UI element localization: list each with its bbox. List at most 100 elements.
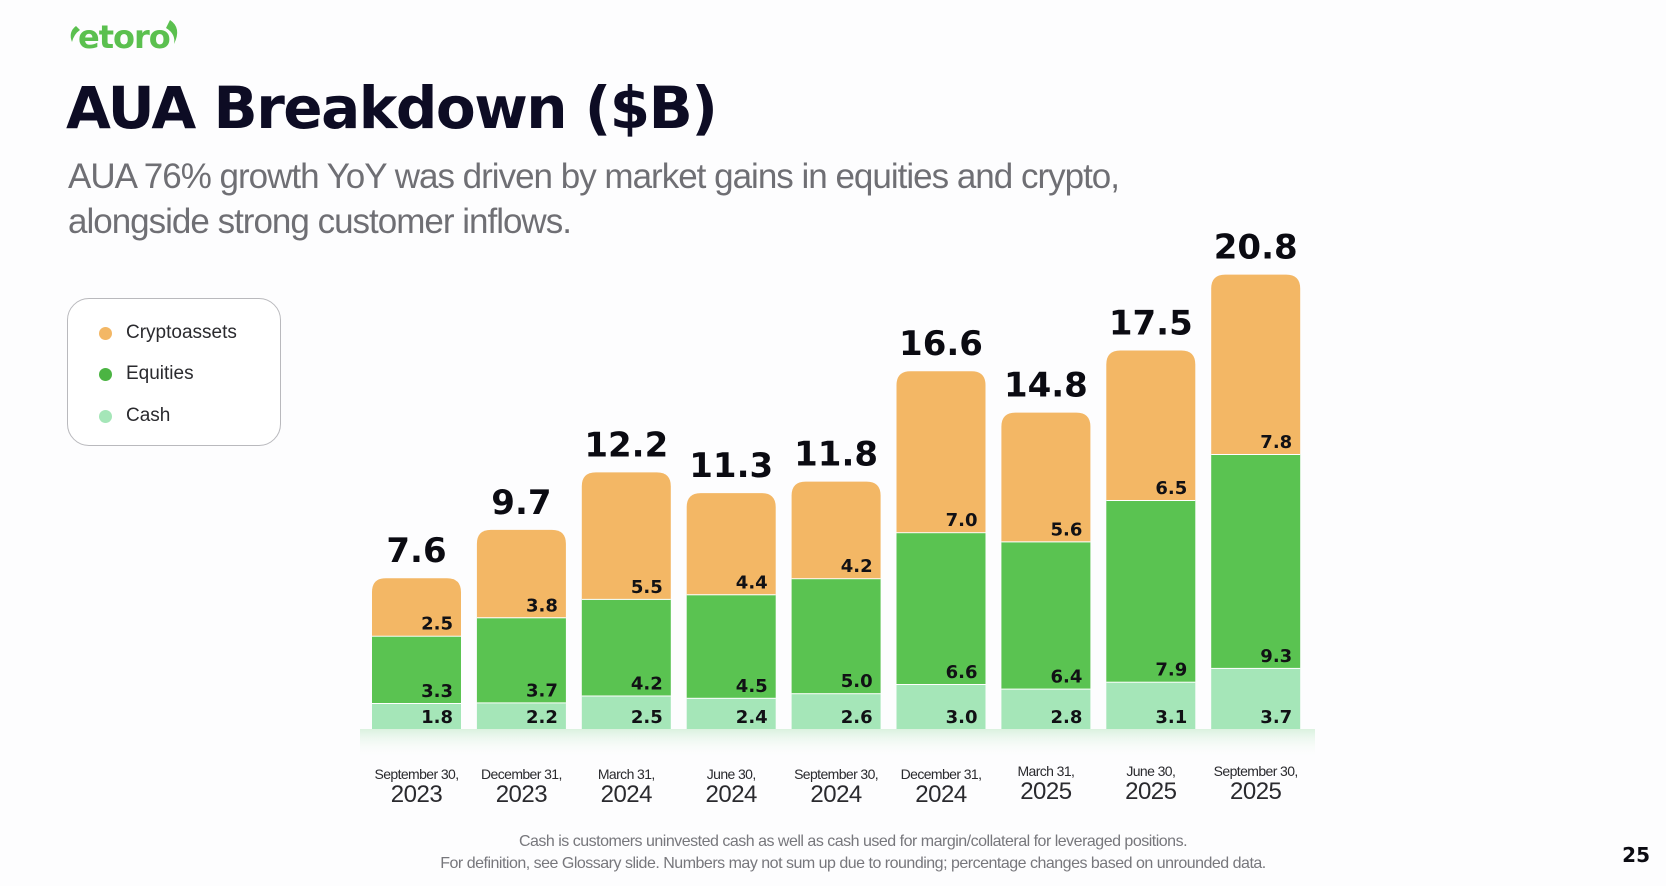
- data-label-cash: 3.0: [946, 707, 978, 728]
- chart-legend: Cryptoassets Equities Cash: [67, 298, 281, 446]
- subtitle-line: alongside strong customer inflows.: [68, 202, 572, 241]
- data-label-cash: 2.2: [526, 707, 558, 728]
- bar-stack: 2.4 4.5 4.4 11.3: [686, 446, 776, 729]
- x-tick-label-year: 2025: [1230, 778, 1282, 805]
- bar-segment-cash: [581, 695, 671, 729]
- bar-stack: 2.5 4.2 5.5 12.2: [581, 425, 671, 729]
- x-tick-label-month: September 30,: [374, 766, 458, 782]
- bar-segment-equities: [686, 594, 776, 698]
- data-label-equities: 4.2: [631, 674, 663, 695]
- logo-left-horn-icon: [70, 26, 80, 42]
- data-label-equities: 7.9: [1155, 660, 1187, 681]
- bars-group: 1.8 3.3 2.5 7.6 2.2 3.7 3.8 9.7 2.5 4.2 5.5 12.2 2.4…: [372, 228, 1301, 729]
- data-label-cash: 2.4: [736, 707, 768, 728]
- data-label-cryptoassets: 4.2: [841, 556, 873, 577]
- bar-stack: 2.2 3.7 3.8 9.7: [476, 483, 566, 729]
- bar-segment-cryptoassets: [791, 481, 881, 579]
- data-label-cash: 2.6: [841, 707, 873, 728]
- bar-segment-cryptoassets: [372, 578, 461, 636]
- data-label-cryptoassets: 6.5: [1155, 478, 1187, 499]
- data-label-cryptoassets: 5.6: [1051, 519, 1083, 540]
- data-label-cash: 3.1: [1155, 707, 1187, 728]
- bar-segment-equities: [1001, 541, 1091, 689]
- bar-segment-cash: [1106, 681, 1196, 729]
- footnote-rounding: For definition, see Glossary slide. Numb…: [440, 855, 1266, 872]
- data-label-equities: 6.6: [946, 662, 978, 683]
- logo-text: etoro: [78, 18, 170, 56]
- data-label-cryptoassets: 3.8: [526, 595, 558, 616]
- data-label-cryptoassets: 7.8: [1260, 432, 1292, 453]
- bar-segment-cash: [372, 703, 461, 729]
- data-label-cryptoassets: 7.0: [946, 510, 978, 531]
- bar-segment-cryptoassets: [1001, 412, 1091, 542]
- bar-segment-cash: [1211, 667, 1301, 729]
- x-tick-label-year: 2024: [706, 781, 758, 808]
- total-label: 12.2: [584, 425, 668, 465]
- data-label-cash: 3.7: [1260, 707, 1292, 728]
- data-label-cash: 1.8: [421, 707, 453, 728]
- bar-segment-cash: [791, 693, 881, 729]
- legend-swatch: [99, 326, 112, 340]
- bar-segment-equities: [1106, 500, 1196, 682]
- bar-segment-cryptoassets: [1211, 274, 1301, 454]
- data-label-cryptoassets: 2.5: [421, 614, 453, 635]
- x-tick-label-month: March 31,: [1017, 763, 1074, 779]
- etoro-logo: etoro: [70, 18, 178, 56]
- total-label: 16.6: [899, 324, 983, 364]
- bar-segment-equities: [791, 578, 881, 694]
- footnote-cash-definition: Cash is customers uninvested cash as wel…: [518, 833, 1188, 850]
- data-label-cash: 2.8: [1051, 707, 1083, 728]
- data-label-equities: 3.3: [421, 681, 453, 702]
- total-label: 11.3: [689, 446, 773, 486]
- legend-label: Cash: [126, 405, 171, 426]
- x-tick-label-month: June 30,: [1126, 763, 1175, 779]
- chart-floor-shadow: [360, 729, 1315, 759]
- bar-segment-equities: [1211, 454, 1301, 668]
- bar-stack: 1.8 3.3 2.5 7.6: [372, 531, 461, 729]
- bar-stack: 3.0 6.6 7.0 16.6: [896, 324, 986, 729]
- bar-segment-equities: [372, 635, 461, 703]
- x-tick-label-year: 2025: [1020, 778, 1072, 805]
- segment-divider: [476, 701, 566, 704]
- page-title: AUA Breakdown ($B): [66, 74, 718, 142]
- total-label: 9.7: [491, 483, 551, 523]
- bar-segment-equities: [896, 532, 986, 684]
- x-tick-label-month: December 31,: [901, 766, 982, 782]
- data-label-equities: 3.7: [526, 680, 558, 701]
- data-label-cryptoassets: 4.4: [736, 572, 768, 593]
- page-subtitle: AUA 76% growth YoY was driven by market …: [68, 154, 1120, 244]
- data-label-equities: 6.4: [1051, 667, 1083, 688]
- bar-segment-cash: [476, 702, 566, 729]
- x-tick-label-year: 2024: [601, 781, 653, 808]
- data-label-cryptoassets: 5.5: [631, 577, 663, 598]
- total-label: 20.8: [1214, 228, 1298, 268]
- bar-segment-cryptoassets: [896, 371, 986, 533]
- bar-segment-equities: [476, 617, 566, 703]
- page-number: 25: [1622, 843, 1650, 867]
- legend-label: Cryptoassets: [126, 322, 237, 343]
- data-label-equities: 5.0: [841, 671, 873, 692]
- total-label: 14.8: [1004, 366, 1088, 406]
- legend-swatch: [99, 409, 112, 423]
- x-tick-label-month: December 31,: [481, 766, 562, 782]
- bar-segment-cryptoassets: [1106, 350, 1196, 500]
- bar-segment-equities: [581, 598, 671, 696]
- bar-stack: 2.8 6.4 5.6 14.8: [1001, 366, 1091, 729]
- data-label-equities: 4.5: [736, 676, 768, 697]
- legend-label: Equities: [126, 363, 194, 384]
- total-label: 11.8: [794, 435, 878, 475]
- bar-segment-cryptoassets: [686, 493, 776, 595]
- x-tick-label-month: March 31,: [598, 766, 655, 782]
- bar-stack: 2.6 5.0 4.2 11.8: [791, 435, 881, 729]
- logo-right-horn-icon: [166, 20, 178, 44]
- x-tick-label-year: 2024: [810, 781, 862, 808]
- bar-segment-cryptoassets: [581, 472, 671, 599]
- x-tick-label-year: 2023: [391, 781, 443, 808]
- bar-stack: 3.1 7.9 6.5 17.5: [1106, 304, 1196, 729]
- x-tick-label-year: 2024: [915, 781, 967, 808]
- total-label: 7.6: [386, 531, 446, 571]
- x-tick-label-month: September 30,: [794, 766, 878, 782]
- bar-stack: 3.7 9.3 7.8 20.8: [1211, 228, 1301, 729]
